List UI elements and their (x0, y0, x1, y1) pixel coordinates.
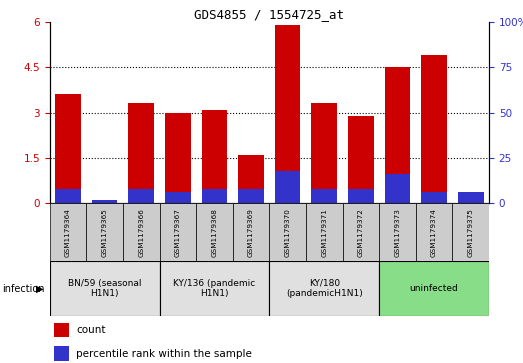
Bar (92, 200, 118, 203)
Bar (92, 200, 118, 203)
Bar (385, 67, 410, 203)
Text: GSM1179368: GSM1179368 (211, 208, 218, 257)
Bar (123, 203, 160, 261)
Title: GDS4855 / 1554725_at: GDS4855 / 1554725_at (195, 8, 344, 21)
Bar (422, 192, 447, 203)
Text: GSM1179372: GSM1179372 (358, 208, 364, 257)
Bar (50, 203, 86, 261)
Bar (233, 203, 269, 261)
Text: ▶: ▶ (36, 284, 43, 294)
Text: uninfected: uninfected (410, 284, 459, 293)
Bar (165, 192, 190, 203)
Bar (458, 197, 483, 203)
Text: GSM1179373: GSM1179373 (394, 208, 401, 257)
Bar (269, 261, 379, 316)
Bar (165, 113, 190, 203)
Bar (379, 203, 416, 261)
Bar (238, 189, 264, 203)
Bar (160, 261, 269, 316)
Text: GSM1179374: GSM1179374 (431, 208, 437, 257)
Bar (343, 203, 379, 261)
Bar (312, 189, 337, 203)
Bar (312, 103, 337, 203)
Bar (55, 94, 81, 203)
Text: GSM1179364: GSM1179364 (65, 208, 71, 257)
Text: BN/59 (seasonal
H1N1): BN/59 (seasonal H1N1) (68, 279, 141, 298)
Text: GSM1179371: GSM1179371 (321, 208, 327, 257)
Text: infection: infection (3, 284, 45, 294)
Bar (160, 203, 196, 261)
Bar (458, 192, 483, 203)
Bar (54, 323, 70, 337)
Bar (275, 25, 300, 203)
Bar (348, 115, 373, 203)
Bar (348, 189, 373, 203)
Text: GSM1179365: GSM1179365 (101, 208, 108, 257)
Bar (196, 203, 233, 261)
Text: GSM1179375: GSM1179375 (468, 208, 474, 257)
Bar (55, 189, 81, 203)
Bar (50, 261, 160, 316)
Text: GSM1179369: GSM1179369 (248, 208, 254, 257)
Text: count: count (76, 325, 106, 335)
Bar (306, 203, 343, 261)
Bar (452, 203, 489, 261)
Text: GSM1179370: GSM1179370 (285, 208, 291, 257)
Bar (269, 203, 306, 261)
Bar (202, 189, 227, 203)
Bar (86, 203, 123, 261)
Text: GSM1179366: GSM1179366 (138, 208, 144, 257)
Bar (129, 103, 154, 203)
Text: GSM1179367: GSM1179367 (175, 208, 181, 257)
Bar (129, 189, 154, 203)
Bar (238, 155, 264, 203)
Bar (416, 203, 452, 261)
Bar (202, 110, 227, 203)
Bar (422, 55, 447, 203)
Text: KY/136 (pandemic
H1N1): KY/136 (pandemic H1N1) (173, 279, 256, 298)
Bar (54, 346, 70, 361)
Bar (275, 171, 300, 203)
Bar (379, 261, 489, 316)
Text: percentile rank within the sample: percentile rank within the sample (76, 348, 252, 359)
Bar (385, 174, 410, 203)
Text: KY/180
(pandemicH1N1): KY/180 (pandemicH1N1) (286, 279, 362, 298)
